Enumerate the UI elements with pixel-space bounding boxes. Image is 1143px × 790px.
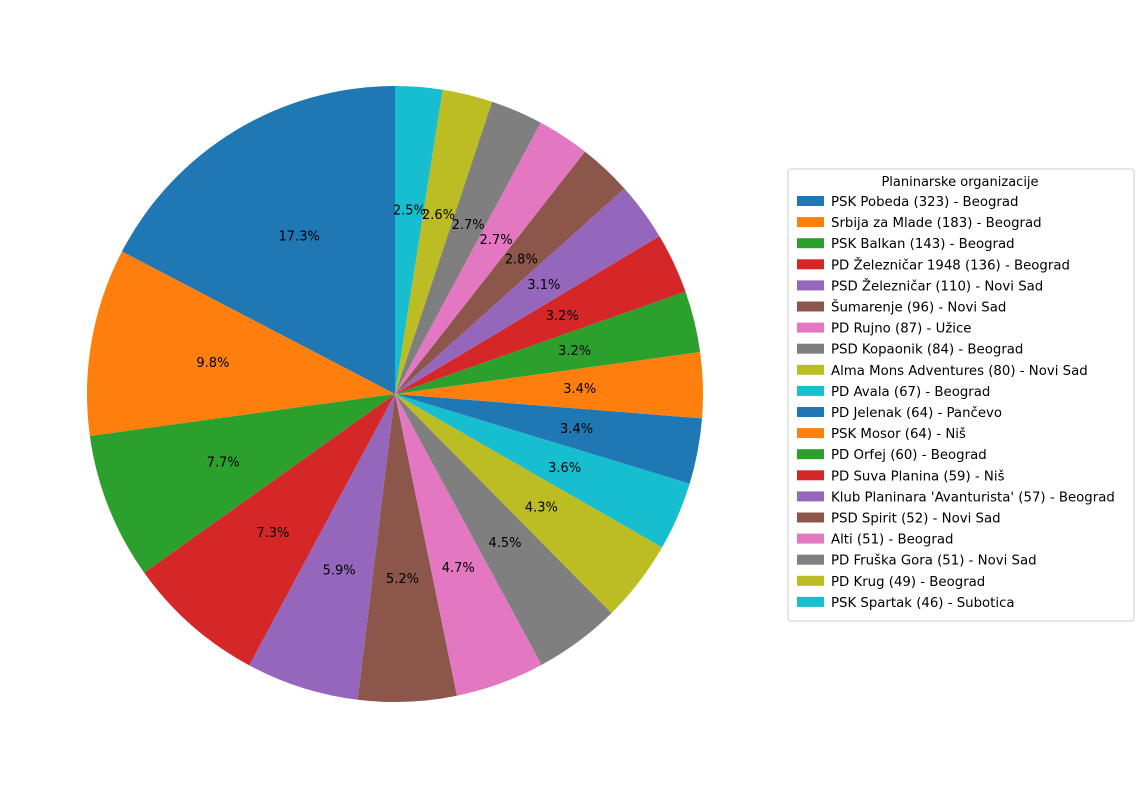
legend-swatch <box>797 364 824 375</box>
pie-slice <box>395 394 703 484</box>
legend: Planinarske organizacije PSK Pobeda (323… <box>787 168 1135 622</box>
pie-slice <box>395 394 663 614</box>
pie-slices <box>86 86 703 702</box>
slice-percent-label: 4.7% <box>442 561 475 576</box>
legend-label: Srbija za Mlade (183) - Beograd <box>831 216 1042 231</box>
legend-swatch <box>797 470 824 481</box>
legend-label: PSK Pobeda (323) - Beograd <box>831 195 1018 210</box>
legend-swatch <box>797 449 824 460</box>
legend-swatch <box>797 280 824 291</box>
legend-label: PSD Kopaonik (84) - Beograd <box>831 343 1023 358</box>
pie-slice <box>395 394 690 548</box>
slice-percent-label: 5.2% <box>386 572 419 587</box>
slice-percent-label: 2.8% <box>505 253 538 268</box>
legend-label: PSD Železničar (110) - Novi Sad <box>831 276 1043 294</box>
slice-percent-label: 2.7% <box>480 233 513 248</box>
legend-swatch <box>797 259 824 270</box>
slice-percent-label: 5.9% <box>323 564 356 579</box>
pie-slice <box>395 188 660 394</box>
slice-percent-label: 3.1% <box>527 278 560 293</box>
pie-slice <box>395 291 701 394</box>
legend-label: PD Orfej (60) - Beograd <box>831 448 987 463</box>
pie-slice <box>395 394 612 665</box>
legend-swatch <box>797 301 824 312</box>
pie-slice <box>89 394 396 573</box>
legend-swatch <box>797 407 824 417</box>
slice-percent-label: 3.4% <box>563 382 596 397</box>
legend-label: PSD Spirit (52) - Novi Sad <box>831 512 1001 527</box>
pie-slice <box>121 86 395 394</box>
legend-swatch <box>797 575 824 586</box>
legend-label: PSK Balkan (143) - Beograd <box>831 237 1015 252</box>
legend-label: Šumarenje (96) - Novi Sad <box>831 298 1006 316</box>
pie-slice <box>395 101 541 394</box>
legend-frame <box>787 168 1135 622</box>
legend-swatch <box>797 238 824 249</box>
legend-label: PD Rujno (87) - Užice <box>831 321 971 337</box>
legend-label: PD Železničar 1948 (136) - Beograd <box>831 255 1070 273</box>
legend-label: Klub Planinara 'Avanturista' (57) - Beog… <box>831 490 1115 505</box>
legend-label: PD Krug (49) - Beograd <box>831 575 985 590</box>
legend-label: PD Fruška Gora (51) - Novi Sad <box>831 553 1037 569</box>
legend-swatch <box>797 322 824 333</box>
legend-swatch <box>797 385 824 396</box>
slice-percent-label: 4.3% <box>525 500 558 515</box>
legend-label: Alti (51) - Beograd <box>831 533 953 548</box>
slice-percent-label: 4.5% <box>489 536 522 551</box>
legend-label: PSK Mosor (64) - Niš <box>831 426 966 442</box>
pie-slice <box>395 122 585 394</box>
slice-percent-label: 3.6% <box>548 461 581 476</box>
pie-slice <box>395 86 443 394</box>
pie-percent-labels: 17.3% 9.8% 7.7% 7.3% 5.9% 5.2% 4.7% 4.5% 4.3% 3.6… <box>196 203 596 587</box>
legend-swatch <box>797 596 824 607</box>
legend-label: PD Avala (67) - Beograd <box>831 385 990 400</box>
legend-title: Planinarske organizacije <box>881 175 1038 190</box>
slice-percent-label: 7.3% <box>256 526 289 541</box>
slice-percent-label: 2.7% <box>452 218 485 233</box>
legend-swatch <box>797 428 824 439</box>
legend-swatch <box>797 512 824 523</box>
pie-slice <box>144 394 395 666</box>
legend-swatch <box>797 533 824 544</box>
legend-label: Alma Mons Adventures (80) - Novi Sad <box>831 364 1088 379</box>
legend-label: PD Suva Planina (59) - Niš <box>831 468 1005 484</box>
legend-swatch <box>797 196 824 206</box>
slice-percent-label: 3.4% <box>560 422 593 437</box>
legend-swatch <box>797 491 824 502</box>
pie-slice <box>395 89 493 394</box>
legend-items: PSK Pobeda (323) - Beograd Srbija za Mlad… <box>797 195 1115 611</box>
pie-slice <box>395 151 625 394</box>
pie-slice <box>249 394 395 700</box>
slice-percent-label: 2.6% <box>422 208 455 223</box>
legend-swatch <box>797 217 824 228</box>
pie-slice <box>395 236 686 394</box>
legend-swatch <box>797 554 824 565</box>
pie-slice <box>357 394 457 702</box>
slice-percent-label: 3.2% <box>558 344 591 359</box>
pie-slice <box>86 251 395 436</box>
legend-label: PD Jelenak (64) - Pančevo <box>831 405 1002 421</box>
pie-slice <box>395 394 542 696</box>
slice-percent-label: 17.3% <box>279 229 320 244</box>
slice-percent-label: 2.5% <box>393 203 426 218</box>
legend-label: PSK Spartak (46) - Subotica <box>831 596 1015 611</box>
slice-percent-label: 9.8% <box>196 356 229 371</box>
pie-slice <box>395 352 703 419</box>
slice-percent-label: 3.2% <box>546 309 579 324</box>
slice-percent-label: 7.7% <box>207 456 240 471</box>
legend-swatch <box>797 343 824 354</box>
